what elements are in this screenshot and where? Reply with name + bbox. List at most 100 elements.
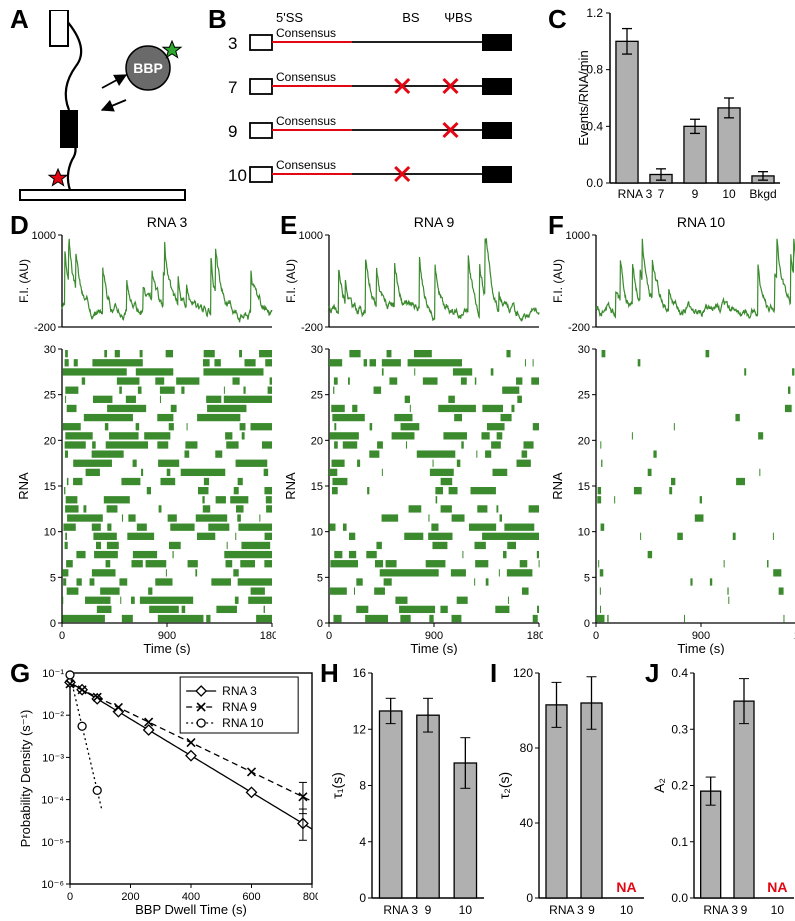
svg-text:10⁻⁶: 10⁻⁶ [41, 879, 64, 891]
svg-text:10⁻²: 10⁻² [42, 710, 64, 722]
svg-text:NA: NA [767, 879, 787, 895]
svg-text:800: 800 [303, 891, 318, 903]
svg-text:25: 25 [578, 390, 590, 402]
svg-text:NA: NA [616, 879, 636, 895]
panel-D: RNA 3-2001000F.I. (AU)051015202530090018… [18, 215, 276, 655]
svg-text:10⁻¹: 10⁻¹ [42, 668, 64, 680]
panel-H: 0481216τ₁(s)RNA 3910 [330, 665, 490, 920]
svg-text:5: 5 [317, 572, 323, 584]
svg-text:30: 30 [578, 344, 590, 356]
label-C: C [548, 4, 567, 35]
svg-text:1800: 1800 [260, 630, 276, 642]
svg-text:10: 10 [311, 527, 323, 539]
svg-text:A₂: A₂ [652, 778, 667, 793]
svg-text:10: 10 [771, 903, 785, 917]
panel-G-dwell: 020040060080010⁻⁶10⁻⁵10⁻⁴10⁻³10⁻²10⁻¹BBP… [18, 665, 318, 920]
svg-text:0.0: 0.0 [586, 176, 603, 190]
svg-text:-200: -200 [568, 322, 590, 334]
svg-text:0.0: 0.0 [671, 891, 688, 905]
svg-text:10: 10 [44, 527, 56, 539]
svg-text:0: 0 [359, 891, 366, 905]
svg-text:RNA 10: RNA 10 [677, 215, 725, 230]
svg-text:Consensus: Consensus [276, 70, 336, 84]
svg-text:Probability Density (s⁻¹): Probability Density (s⁻¹) [18, 710, 33, 848]
svg-text:Time (s): Time (s) [410, 641, 457, 655]
svg-text:30: 30 [44, 344, 56, 356]
svg-text:RNA: RNA [285, 472, 298, 500]
svg-text:-200: -200 [34, 322, 56, 334]
svg-text:20: 20 [578, 435, 590, 447]
svg-text:0: 0 [326, 630, 332, 642]
svg-text:RNA 3: RNA 3 [549, 903, 584, 917]
svg-text:Time (s): Time (s) [677, 641, 724, 655]
svg-text:9: 9 [692, 187, 699, 201]
svg-text:Consensus: Consensus [276, 114, 336, 128]
svg-text:F.I. (AU): F.I. (AU) [18, 259, 31, 303]
svg-text:10: 10 [228, 166, 247, 185]
svg-text:12: 12 [353, 722, 367, 736]
svg-text:1800: 1800 [527, 630, 543, 642]
panel-A-cartoon: BBP [10, 10, 200, 210]
svg-text:9: 9 [741, 903, 748, 917]
svg-text:0: 0 [59, 630, 65, 642]
svg-text:RNA 9: RNA 9 [222, 700, 257, 714]
svg-text:RNA: RNA [552, 472, 565, 500]
svg-text:Consensus: Consensus [276, 26, 336, 40]
svg-text:10: 10 [620, 903, 634, 917]
svg-text:15: 15 [311, 481, 323, 493]
svg-text:10: 10 [722, 187, 736, 201]
svg-text:9: 9 [228, 122, 237, 141]
svg-text:0: 0 [50, 618, 56, 630]
svg-text:1000: 1000 [32, 230, 56, 242]
svg-text:0: 0 [584, 618, 590, 630]
panel-B-schematics: 5'SSBSΨBS3Consensus7Consensus9Consensus1… [220, 8, 550, 208]
svg-text:20: 20 [44, 435, 56, 447]
svg-text:BBP: BBP [133, 60, 163, 76]
svg-text:RNA 3: RNA 3 [383, 903, 418, 917]
svg-text:15: 15 [578, 481, 590, 493]
svg-text:Time (s): Time (s) [143, 641, 190, 655]
svg-text:0: 0 [67, 891, 73, 903]
svg-text:1.2: 1.2 [586, 6, 603, 20]
svg-text:30: 30 [311, 344, 323, 356]
svg-text:RNA 3: RNA 3 [147, 215, 188, 230]
svg-text:F.I. (AU): F.I. (AU) [285, 259, 298, 303]
svg-text:80: 80 [520, 741, 534, 755]
svg-text:10: 10 [459, 903, 473, 917]
svg-text:0: 0 [593, 630, 599, 642]
svg-text:7: 7 [228, 78, 237, 97]
svg-text:Consensus: Consensus [276, 158, 336, 172]
panel-E: RNA 9-2001000F.I. (AU)051015202530090018… [285, 215, 543, 655]
svg-text:τ₁(s): τ₁(s) [330, 772, 345, 799]
svg-text:0: 0 [526, 891, 533, 905]
panel-F: RNA 10-2001000F.I. (AU)05101520253009001… [552, 215, 795, 655]
svg-text:BS: BS [402, 10, 420, 25]
svg-text:10⁻³: 10⁻³ [42, 752, 64, 764]
svg-text:8: 8 [359, 779, 366, 793]
svg-text:0: 0 [317, 618, 323, 630]
svg-text:1000: 1000 [566, 230, 590, 242]
svg-text:16: 16 [353, 666, 367, 680]
svg-text:RNA 3: RNA 3 [222, 684, 257, 698]
svg-text:20: 20 [311, 435, 323, 447]
svg-text:BBP Dwell Time (s): BBP Dwell Time (s) [135, 902, 247, 917]
svg-text:RNA 3: RNA 3 [618, 187, 653, 201]
svg-text:120: 120 [513, 666, 533, 680]
svg-text:10⁻⁴: 10⁻⁴ [41, 795, 64, 807]
svg-text:RNA 3: RNA 3 [703, 903, 738, 917]
svg-text:0.3: 0.3 [671, 722, 688, 736]
svg-text:0.1: 0.1 [671, 835, 688, 849]
svg-text:10: 10 [578, 527, 590, 539]
svg-text:τ₂(s): τ₂(s) [497, 772, 512, 799]
svg-text:RNA: RNA [18, 472, 31, 500]
svg-text:4: 4 [359, 835, 366, 849]
panel-J: 0.00.10.20.30.4A₂RNA 39NA10 [652, 665, 795, 920]
svg-text:7: 7 [658, 187, 665, 201]
svg-text:Bkgd: Bkgd [749, 187, 776, 201]
panel-C-barchart: 0.00.40.81.2RNA 37910BkgdRelativeEvents/… [568, 5, 788, 205]
svg-text:5'SS: 5'SS [276, 10, 303, 25]
svg-text:3: 3 [228, 34, 237, 53]
svg-text:F.I. (AU): F.I. (AU) [552, 259, 565, 303]
svg-text:-200: -200 [301, 322, 323, 334]
svg-text:RNA 10: RNA 10 [222, 716, 264, 730]
